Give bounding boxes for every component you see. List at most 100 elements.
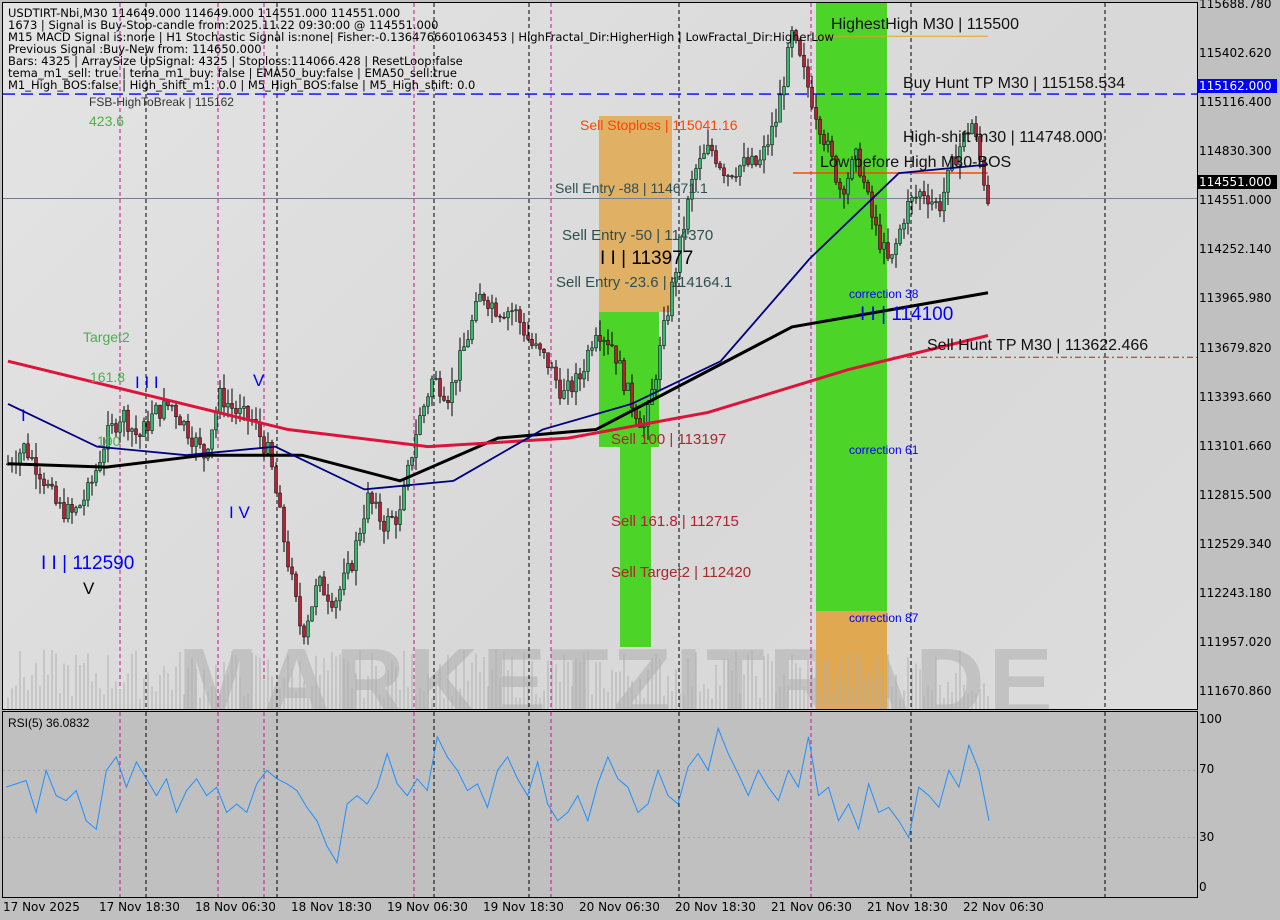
candle — [714, 150, 718, 164]
rsi-plot — [3, 712, 1197, 897]
candle — [118, 421, 122, 433]
rsi-panel[interactable]: RSI(5) 36.0832 — [2, 711, 1198, 898]
candle — [874, 216, 878, 226]
candle — [982, 159, 986, 186]
candle — [718, 163, 722, 169]
candle — [202, 444, 206, 459]
sell-zone-orange — [599, 116, 672, 312]
candle — [654, 379, 658, 390]
sell-level-label: Sell 161.8 | 112715 — [611, 513, 739, 530]
candle — [274, 466, 278, 494]
candle — [534, 343, 538, 346]
candle — [246, 405, 250, 420]
candle — [278, 492, 282, 508]
candle — [282, 506, 286, 543]
candle — [486, 300, 490, 309]
time-tick-label: 20 Nov 18:30 — [675, 900, 756, 914]
time-tick-label: 17 Nov 18:30 — [99, 900, 180, 914]
sell-level-label: Sell 100 | 113197 — [611, 431, 727, 448]
candle — [362, 518, 366, 534]
candle — [450, 382, 454, 403]
candle — [578, 373, 582, 380]
candle — [794, 30, 798, 41]
price-chart[interactable]: MARKETZITRADE USDTIRT-Nbi,M30 114649.000… — [2, 2, 1198, 710]
candle — [262, 436, 266, 454]
candle — [142, 421, 146, 437]
candle — [850, 159, 854, 179]
candle — [230, 403, 234, 409]
buy-zone-green — [816, 3, 887, 611]
candle — [594, 335, 598, 349]
candle — [302, 625, 306, 638]
candle — [814, 107, 818, 120]
candle — [82, 499, 86, 506]
candle — [698, 158, 702, 169]
candle — [822, 134, 826, 145]
candle — [926, 195, 930, 205]
candle — [134, 428, 138, 436]
wave-label: I I | 112590 — [41, 553, 135, 574]
candle — [530, 339, 534, 346]
candle — [430, 378, 434, 398]
candle — [310, 606, 314, 622]
wave-label: I I | 114100 — [860, 304, 954, 325]
candle — [890, 254, 894, 259]
candle — [242, 405, 246, 409]
candle — [550, 366, 554, 369]
candle — [894, 243, 898, 255]
candle — [986, 184, 990, 204]
price-plot — [3, 3, 1197, 709]
candle — [350, 563, 354, 571]
candle — [318, 576, 322, 587]
time-tick-label: 17 Nov 2025 — [3, 900, 80, 914]
candle — [946, 169, 950, 193]
candle — [354, 540, 358, 571]
wave-label: I — [21, 406, 26, 425]
candle — [78, 505, 82, 508]
candle — [218, 387, 222, 413]
candle — [694, 168, 698, 180]
candle — [66, 504, 70, 520]
price-tick-label: 114830.300 — [1199, 144, 1272, 159]
chart-info: USDTIRT-Nbi,M30 114649.000 114649.000 11… — [8, 7, 834, 91]
candle — [398, 509, 402, 525]
candle — [950, 156, 954, 171]
candle — [670, 281, 674, 317]
candle — [190, 437, 194, 447]
candle — [510, 310, 514, 312]
candle — [606, 340, 610, 346]
candle — [758, 159, 762, 166]
candle — [170, 404, 174, 407]
candle — [334, 600, 338, 608]
candle — [374, 501, 378, 504]
rsi-label: RSI(5) 36.0832 — [8, 716, 90, 730]
candle — [762, 146, 766, 161]
candle — [546, 352, 550, 368]
price-tick-label: 113679.820 — [1199, 340, 1272, 355]
candle — [582, 371, 586, 380]
info-line: USDTIRT-Nbi,M30 114649.000 114649.000 11… — [8, 6, 401, 20]
candle — [454, 379, 458, 383]
candle — [742, 157, 746, 167]
candle — [214, 412, 218, 431]
price-tick-label: 113965.980 — [1199, 291, 1272, 306]
candle — [162, 400, 166, 419]
candle — [90, 481, 94, 484]
candle — [646, 404, 650, 427]
candle — [42, 478, 46, 486]
candle — [370, 492, 374, 504]
candle — [734, 176, 738, 178]
candle — [474, 301, 478, 321]
candle — [658, 345, 662, 380]
fib-label: 161.8 — [90, 369, 126, 385]
info-line: M1_High_BOS:false | High_shift_m1: 0.0 |… — [8, 78, 476, 92]
candle — [722, 167, 726, 176]
rsi-tick-label: 70 — [1199, 762, 1215, 777]
candle — [122, 409, 126, 423]
candle — [862, 175, 866, 183]
fsb-label: FSB-HighToBreak | 115162 — [89, 95, 234, 109]
sell-hunt-label: Sell Hunt TP M30 | 113622.466 — [927, 337, 1149, 354]
candle — [466, 339, 470, 348]
candle — [86, 482, 90, 501]
candle — [418, 415, 422, 435]
